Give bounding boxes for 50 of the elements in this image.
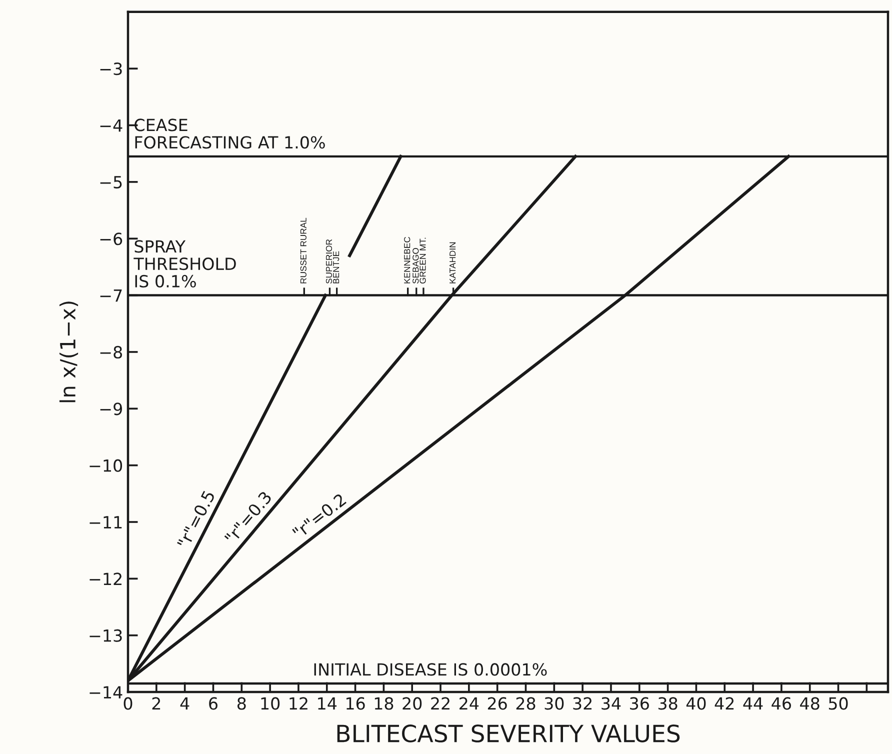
annotation: SEBAGO: [412, 248, 419, 284]
ref-line-label: CEASE FORECASTING AT 1.0%: [134, 118, 325, 149]
y-tick-label: −6: [100, 232, 122, 246]
x-tick-label: 46: [772, 697, 791, 710]
y-tick-label: −14: [90, 686, 122, 698]
x-tick-label: 20: [402, 697, 422, 710]
x-tick-label: 28: [516, 697, 536, 710]
x-tick-label: 40: [686, 697, 706, 710]
y-tick-label: −12: [90, 572, 122, 585]
x-tick-label: 34: [602, 697, 621, 710]
ref-line-label: INITIAL DISEASE IS 0.0001%: [314, 663, 547, 676]
y-tick-label: −4: [100, 119, 122, 132]
annotation: GREEN MT.: [420, 238, 426, 284]
y-tick-label: −13: [90, 629, 122, 642]
x-tick-label: 24: [460, 697, 479, 710]
x-tick-label: 10: [261, 697, 280, 710]
x-tick-label: 8: [237, 697, 246, 710]
annotation: RUSSET RURAL: [300, 218, 306, 284]
x-tick-label: 12: [290, 697, 308, 710]
annotation: BENTJE: [333, 251, 340, 284]
x-tick-label: 22: [431, 697, 450, 710]
annotation: KATAHDIN: [450, 242, 456, 284]
y-tick-label: −11: [90, 516, 122, 528]
x-tick-label: 4: [180, 697, 190, 710]
x-tick-label: 2: [152, 697, 160, 710]
ref-line-label: SPRAY THRESHOLD IS 0.1%: [134, 240, 236, 288]
x-tick-label: 48: [800, 697, 820, 710]
x-tick-label: 0: [124, 697, 132, 710]
x-tick-label: 42: [714, 697, 734, 710]
x-axis-title: BLITECAST SEVERITY VALUES: [337, 724, 680, 742]
x-tick-label: 18: [374, 697, 394, 710]
y-tick-label: −5: [100, 176, 122, 189]
y-tick-label: −10: [90, 459, 122, 472]
y-tick-label: −3: [100, 62, 122, 76]
y-tick-label: −9: [100, 402, 122, 416]
x-tick-label: 32: [573, 697, 592, 710]
x-tick-label: 36: [630, 697, 649, 710]
y-tick-label: −7: [100, 289, 122, 302]
annotation: SUPERIOR: [326, 239, 332, 284]
annotation: KENNEBEC: [404, 236, 410, 284]
x-tick-label: 14: [318, 697, 337, 710]
x-tick-label: 16: [346, 697, 365, 710]
x-tick-label: 26: [488, 697, 507, 710]
x-tick-label: 50: [828, 697, 848, 710]
x-tick-label: 44: [743, 697, 763, 710]
x-tick-label: 30: [544, 697, 564, 710]
y-axis-title: ln x/(1−x): [59, 302, 78, 402]
x-tick-label: 38: [658, 697, 678, 710]
x-tick-label: 6: [209, 697, 218, 710]
y-tick-label: −8: [100, 346, 122, 359]
